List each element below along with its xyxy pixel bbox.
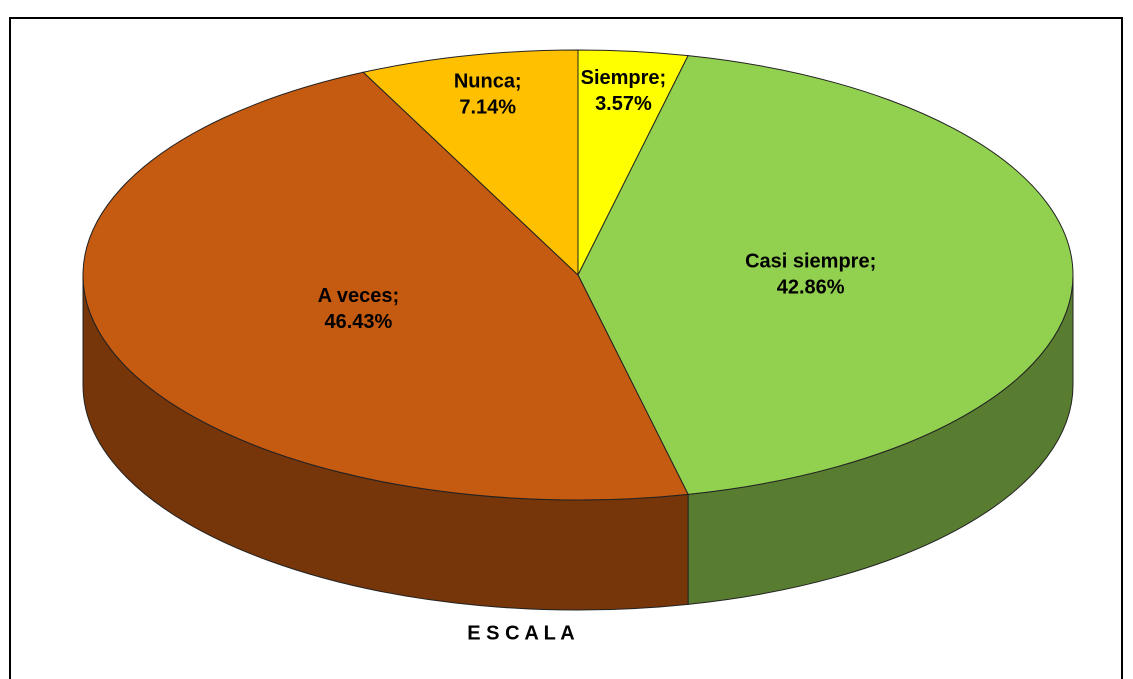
pie: Siempre; 3.57% Casi siempre; 42.86% A veces;…: [82, 49, 1074, 611]
data-label-value: 42.86%: [777, 276, 845, 298]
data-label-value: 7.14%: [459, 96, 516, 118]
data-label-name: Nunca;: [454, 70, 522, 92]
pie-slice: [82, 71, 689, 501]
data-label-value: 46.43%: [324, 311, 392, 333]
data-label-name: Siempre;: [581, 67, 667, 89]
data-label-name: A veces;: [318, 285, 400, 307]
pie-slice: [577, 55, 1074, 495]
data-label-value: 3.57%: [595, 93, 652, 115]
data-label-name: Casi siempre;: [745, 250, 876, 272]
chart-title: E S C A L A: [467, 622, 574, 644]
pie-slice: [362, 49, 579, 277]
